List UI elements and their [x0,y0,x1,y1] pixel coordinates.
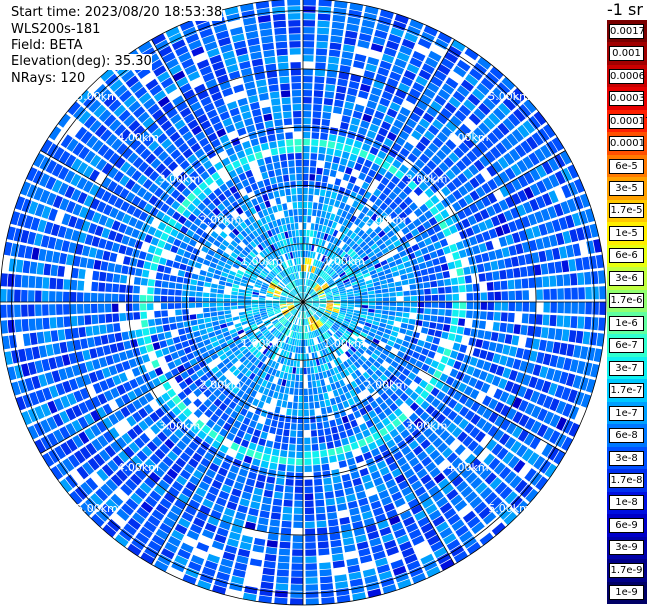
ring-label: 5.00km [76,502,118,515]
colorbar-tick-label: 1e-5 [609,225,644,241]
ring-label: 4.00km [447,131,489,144]
ray-gate-group [0,13,606,605]
colorbar: 0.0017 0.001 0.0006 0.0003 0.00017 0.0001 6e-5… [607,20,647,605]
ring-label: 1.00km [241,337,283,350]
colorbar-tick-label: 6e-9 [609,517,644,533]
ring-label: 2.00km [200,378,242,391]
azimuth-spoke [302,301,566,454]
ring-label: 5.00km [488,90,530,103]
ring-label: 1.00km [241,255,283,268]
field-label: Field: BETA [11,38,83,54]
elevation-label: Elevation(deg): 35.30 [11,54,152,70]
ring-label: 2.00km [200,214,242,227]
azimuth-spoke [302,301,455,565]
colorbar-tick-label: 0.0001 [609,136,645,152]
ring-label: 3.00km [159,420,201,433]
ring-label: 3.00km [406,172,448,185]
ring-label: 4.00km [117,131,159,144]
azimuth-spoke [151,39,304,303]
colorbar-tick-label: 0.0017 [609,23,645,39]
ray-gate-group [0,0,606,605]
ring-label: 3.00km [159,172,201,185]
ring-label: 2.00km [365,378,407,391]
azimuth-spoke [40,150,304,303]
colorbar-tick-label: 6e-6 [609,248,644,264]
ray-sectors [0,0,606,605]
colorbar-tick-label: 0.001 [609,46,644,62]
colorbar-tick-label: 6e-5 [609,158,644,174]
colorbar-tick-label: 0.0006 [609,68,645,84]
colorbar-tick-label: 1e-6 [609,315,644,331]
colorbar-unit: -1 sr [607,0,643,19]
colorbar-tick-label: 3e-9 [609,540,644,556]
colorbar-tick-label: 1.7e-7 [609,383,644,399]
colorbar-tick-label: 1e-9 [609,585,644,601]
ppi-plot: 1.00km 1.00km 1.00km 1.00km 2.00km 2.00km 2.00… [0,0,607,606]
ring-label: 2.00km [365,214,407,227]
colorbar-tick-label: 1.7e-9 [609,562,644,578]
ring-label: 1.00km [323,255,365,268]
colorbar-tick-label: 6e-8 [609,428,644,444]
ring-label: 4.00km [117,461,159,474]
azimuth-spoke [151,301,304,565]
azimuth-spoke [302,150,566,303]
ring-label: 4.00km [447,461,489,474]
colorbar-tick-label: 6e-7 [609,338,644,354]
range-ring-grid [0,0,607,606]
ray-gate-group [0,6,599,602]
azimuth-spoke [302,39,455,303]
colorbar-tick-label: 0.00017 [609,113,647,129]
start-time-label: Start time: 2023/08/20 18:53:38 [11,5,223,21]
colorbar-tick-label: 1.7e-8 [609,472,644,488]
colorbar-tick-label: 3e-5 [609,180,644,196]
colorbar-tick-label: 1.7e-5 [609,203,644,219]
ring-labels: 1.00km 1.00km 1.00km 1.00km 2.00km 2.00km 2.00… [76,90,530,515]
nrays-label: NRays: 120 [11,71,86,87]
colorbar-tick-label: 1.7e-6 [609,293,644,309]
colorbar-tick-label: 1e-8 [609,495,644,511]
colorbar-tick-label: 0.0003 [609,91,645,107]
azimuth-spoke [40,301,304,454]
colorbar-tick-label: 3e-8 [609,450,644,466]
ring-label: 5.00km [488,502,530,515]
colorbar-tick-label: 1e-7 [609,405,644,421]
ring-label: 3.00km [406,420,448,433]
ring-label: 5.00km [76,90,118,103]
colorbar-tick-label: 3e-6 [609,270,644,286]
instrument-label: WLS200s-181 [11,22,101,38]
ring-label: 1.00km [323,337,365,350]
colorbar-tick-label: 3e-7 [609,360,644,376]
